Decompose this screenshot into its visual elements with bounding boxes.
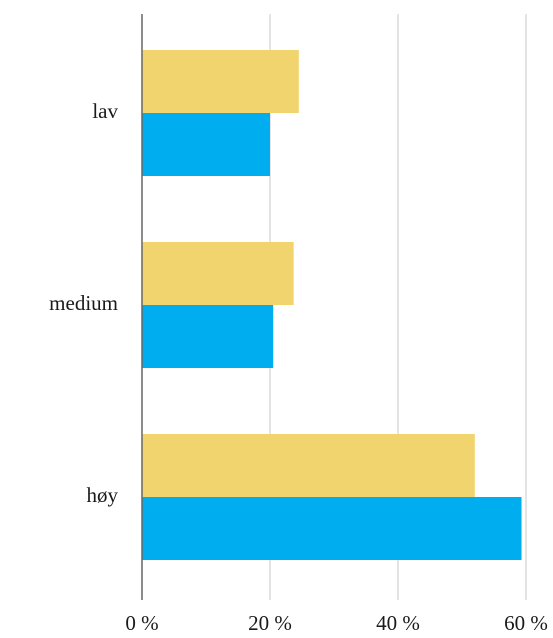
- bars: [142, 50, 522, 560]
- x-tick-label-60: 60 %: [504, 611, 548, 635]
- bar-høy-series-1: [142, 434, 475, 497]
- x-tick-label-20: 20 %: [248, 611, 292, 635]
- category-label-høy: høy: [87, 483, 119, 507]
- category-label-medium: medium: [49, 291, 118, 315]
- bar-lav-series-1: [142, 50, 299, 113]
- bar-lav-series-2: [142, 113, 270, 176]
- category-labels: lav medium høy: [49, 99, 118, 507]
- x-tick-label-40: 40 %: [376, 611, 420, 635]
- bar-høy-series-2: [142, 497, 522, 560]
- category-label-lav: lav: [92, 99, 118, 123]
- bar-medium-series-1: [142, 242, 294, 305]
- bar-medium-series-2: [142, 305, 274, 368]
- x-tick-labels: 0 % 20 % 40 % 60 %: [125, 611, 548, 635]
- x-tick-label-0: 0 %: [125, 611, 158, 635]
